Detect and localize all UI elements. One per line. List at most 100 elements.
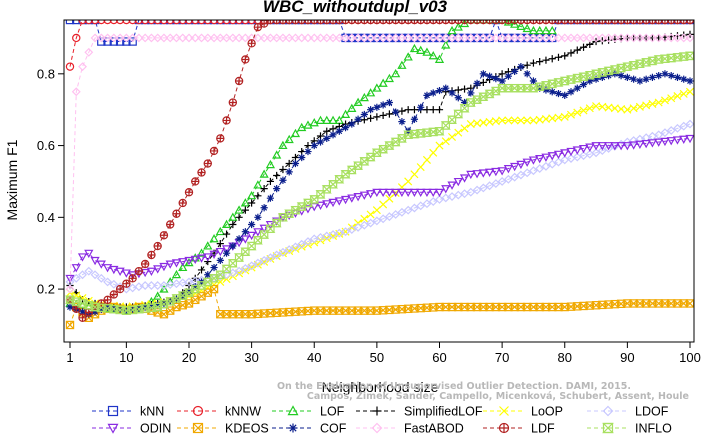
point-inflo: [115, 305, 126, 315]
point-fastabod: [253, 33, 263, 43]
point-knn: [128, 37, 137, 46]
point-simplifiedlof: [191, 274, 199, 282]
point-lof: [246, 190, 257, 200]
point-ldof: [347, 225, 357, 234]
point-odin: [391, 188, 401, 198]
point-ldf: [291, 20, 300, 25]
point-ldof: [403, 205, 413, 215]
point-inflo: [459, 104, 470, 113]
point-odin: [472, 170, 482, 179]
point-ldf: [460, 20, 469, 25]
point-odin: [685, 134, 694, 144]
point-ldf: [591, 20, 601, 25]
legend-item-kdeos: KDEOS: [177, 422, 269, 434]
point-fastabod: [535, 33, 545, 43]
point-fastabod: [560, 33, 570, 43]
point-lof: [184, 257, 194, 267]
legend: kNN kNNW LOF SimplifiedLOF LoOP LDOF ODIN KDEOS…: [92, 405, 672, 434]
point-inflo: [346, 165, 357, 175]
point-ldf: [422, 20, 432, 25]
point-knnw: [134, 20, 144, 25]
plot-area: [64, 20, 694, 330]
point-odin: [660, 137, 670, 147]
point-odin: [522, 158, 532, 167]
point-loop: [579, 106, 588, 115]
point-inflo: [353, 161, 364, 170]
point-fastabod: [272, 33, 282, 43]
point-odin: [610, 142, 620, 151]
point-loop: [416, 163, 425, 172]
point-ldf: [209, 146, 219, 156]
point-odin: [71, 264, 81, 273]
y-axis-label: Maximum F1: [4, 139, 20, 220]
point-ldf: [397, 20, 407, 25]
point-odin: [365, 190, 376, 199]
point-ldof: [234, 266, 244, 276]
point-fastabod: [597, 33, 607, 43]
point-ldof: [503, 174, 513, 184]
point-odin: [196, 254, 207, 263]
point-fastabod: [359, 33, 369, 43]
point-fastabod: [215, 33, 225, 43]
point-cof: [636, 77, 644, 85]
point-ldf: [328, 20, 338, 25]
legend-marker: [107, 423, 119, 434]
point-cof: [185, 287, 193, 296]
point-inflo: [140, 304, 151, 313]
point-cof: [429, 89, 437, 97]
point-ldof: [541, 161, 551, 171]
point-inflo: [522, 83, 533, 93]
point-fastabod: [541, 33, 551, 43]
point-ldf: [472, 20, 482, 25]
point-inflo: [271, 218, 282, 228]
line-simplifiedlof: [69, 33, 691, 308]
point-fastabod: [90, 33, 100, 43]
point-fastabod: [309, 33, 319, 43]
point-inflo: [515, 83, 526, 93]
point-inflo: [340, 170, 351, 179]
point-knnw: [159, 20, 169, 25]
point-lof: [228, 212, 238, 221]
point-ldf: [159, 231, 169, 240]
point-lof: [309, 118, 319, 127]
point-ldf: [322, 20, 331, 25]
point-inflo: [309, 195, 320, 204]
point-ldof: [384, 212, 394, 222]
point-ldf: [435, 20, 444, 25]
point-inflo: [578, 72, 589, 81]
point-odin: [334, 197, 344, 206]
legend-marker: [287, 405, 299, 416]
point-simplifiedlof: [404, 106, 412, 114]
point-simplifiedlof: [523, 61, 531, 69]
point-fastabod: [604, 33, 614, 43]
x-tick-label: 70: [495, 350, 509, 365]
point-lof: [403, 52, 413, 61]
point-ldof: [341, 227, 351, 237]
point-lof: [290, 128, 301, 138]
point-inflo: [440, 121, 451, 130]
point-inflo: [641, 58, 652, 67]
point-ldf: [516, 20, 526, 25]
point-inflo: [565, 75, 577, 84]
point-simplifiedlof: [248, 199, 256, 207]
point-inflo: [603, 66, 614, 76]
point-fastabod: [328, 33, 338, 43]
point-knnw: [147, 20, 156, 25]
point-cof: [379, 101, 387, 109]
point-ldf: [416, 20, 425, 25]
legend-marker: [371, 422, 383, 434]
point-cof: [154, 301, 162, 309]
point-inflo: [321, 185, 332, 194]
legend-marker: [498, 422, 510, 434]
point-fastabod: [334, 33, 344, 43]
point-cof: [316, 138, 325, 146]
point-ldf: [610, 20, 620, 25]
point-ldf: [153, 241, 162, 251]
series-fastabod: [65, 33, 694, 294]
x-tick-label: 30: [244, 350, 258, 365]
point-odin: [146, 267, 157, 276]
point-ldof: [253, 258, 263, 268]
point-loop: [523, 116, 532, 125]
point-fastabod: [547, 33, 557, 43]
point-fastabod: [453, 33, 463, 43]
